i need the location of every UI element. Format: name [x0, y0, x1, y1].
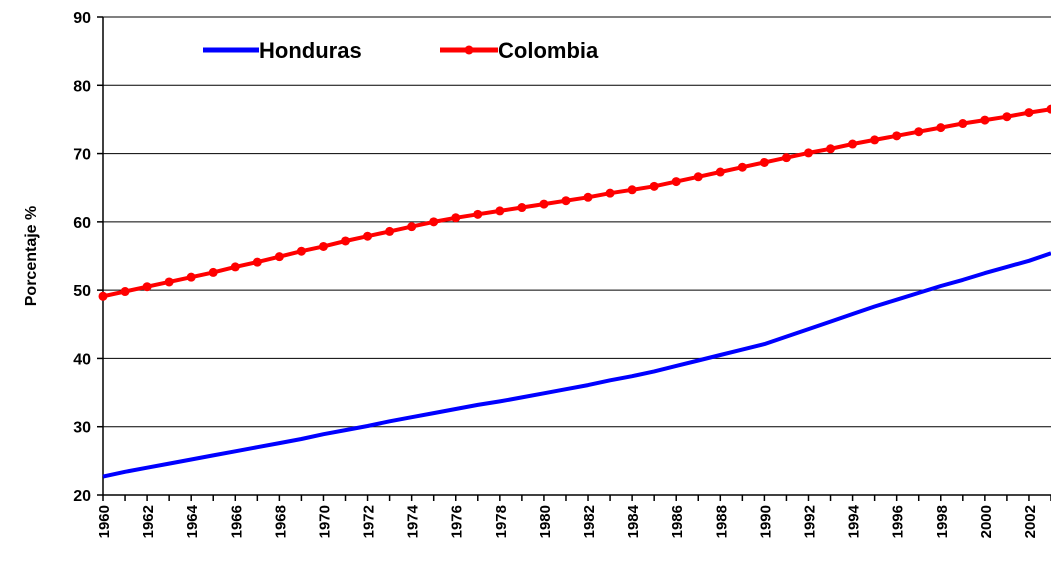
data-point-colombia	[407, 222, 417, 232]
data-point-colombia	[142, 282, 152, 292]
y-ticks: 20 30 40 50 60 70 80 90	[73, 10, 103, 505]
y-tick-label: 80	[73, 78, 91, 95]
data-point-colombia	[649, 181, 659, 191]
x-tick-label: 1998	[934, 505, 951, 538]
legend-label-honduras: Honduras	[259, 38, 362, 63]
x-tick-label: 1970	[316, 505, 333, 538]
x-tick-label: 1960	[96, 505, 113, 538]
data-point-colombia	[451, 213, 461, 223]
y-tick-label: 20	[73, 488, 91, 505]
data-point-colombia	[936, 123, 946, 133]
data-point-colombia	[120, 287, 130, 297]
series-line-honduras	[102, 251, 1051, 479]
data-point-colombia	[208, 267, 218, 277]
data-point-colombia	[870, 135, 880, 145]
data-point-colombia	[848, 139, 858, 149]
data-point-colombia	[980, 115, 990, 125]
y-tick-label: 70	[73, 147, 91, 164]
data-point-colombia	[363, 231, 373, 241]
legend-marker-colombia	[464, 45, 474, 55]
data-point-colombia	[1024, 108, 1034, 118]
x-tick-label: 1988	[713, 505, 730, 538]
data-point-colombia	[1046, 104, 1051, 114]
x-tick-label: 1984	[625, 504, 642, 538]
x-ticks: 1960 1962 1964 1966 1968 1970 1972 1974 1976 1978…	[96, 495, 1051, 538]
data-point-colombia	[671, 177, 681, 187]
data-point-colombia	[473, 209, 483, 219]
y-tick-label: 30	[73, 420, 91, 437]
data-point-colombia	[98, 291, 108, 301]
data-point-colombia	[892, 131, 902, 141]
data-point-colombia	[429, 217, 439, 227]
x-tick-label: 1978	[493, 505, 510, 538]
data-point-colombia	[958, 119, 968, 129]
gridlines	[103, 16, 1051, 428]
data-point-colombia	[318, 241, 328, 251]
data-point-colombia	[737, 162, 747, 172]
data-point-colombia	[164, 277, 174, 287]
x-tick-label: 1972	[361, 505, 378, 538]
x-tick-label: 1992	[801, 505, 818, 538]
data-point-colombia	[914, 127, 924, 137]
data-point-colombia	[539, 199, 549, 209]
series-line-colombia	[102, 107, 1051, 299]
x-tick-label: 1994	[846, 504, 863, 538]
data-point-colombia	[715, 167, 725, 177]
data-point-colombia	[495, 206, 505, 216]
data-point-colombia	[605, 188, 615, 198]
data-point-colombia	[803, 148, 813, 158]
data-point-colombia	[759, 157, 769, 167]
data-point-colombia	[341, 236, 351, 246]
data-point-colombia	[385, 226, 395, 236]
x-tick-label: 1990	[757, 505, 774, 538]
x-tick-label: 1968	[272, 505, 289, 538]
data-point-colombia	[826, 144, 836, 154]
y-tick-label: 40	[73, 351, 91, 368]
x-tick-label: 2000	[978, 505, 995, 538]
data-point-colombia	[561, 196, 571, 206]
data-point-colombia	[517, 203, 527, 213]
x-tick-label: 1974	[405, 504, 422, 538]
x-tick-label: 2002	[1022, 505, 1039, 538]
axes	[102, 17, 1051, 496]
x-tick-label: 1964	[184, 504, 201, 538]
x-tick-label: 1982	[581, 505, 598, 538]
data-point-colombia	[252, 257, 262, 267]
y-tick-label: 50	[73, 283, 91, 300]
data-point-colombia	[296, 246, 306, 256]
data-point-colombia	[693, 172, 703, 182]
data-point-colombia	[274, 252, 284, 262]
y-tick-label: 60	[73, 215, 91, 232]
series	[98, 104, 1051, 479]
x-tick-label: 1976	[449, 505, 466, 538]
data-point-colombia	[583, 192, 593, 202]
legend: Honduras Colombia	[203, 38, 599, 63]
data-point-colombia	[627, 185, 637, 195]
x-tick-label: 1962	[140, 505, 157, 538]
x-tick-label: 1996	[890, 505, 907, 538]
x-tick-label: 1986	[669, 505, 686, 538]
legend-label-colombia: Colombia	[498, 38, 599, 63]
data-point-colombia	[781, 153, 791, 163]
y-axis-label: Porcentaje %	[23, 206, 40, 306]
data-point-colombia	[230, 262, 240, 272]
x-tick-label: 1980	[537, 505, 554, 538]
x-tick-label: 1966	[228, 505, 245, 538]
data-point-colombia	[186, 272, 196, 282]
y-tick-label: 90	[73, 10, 91, 27]
data-point-colombia	[1002, 112, 1012, 122]
